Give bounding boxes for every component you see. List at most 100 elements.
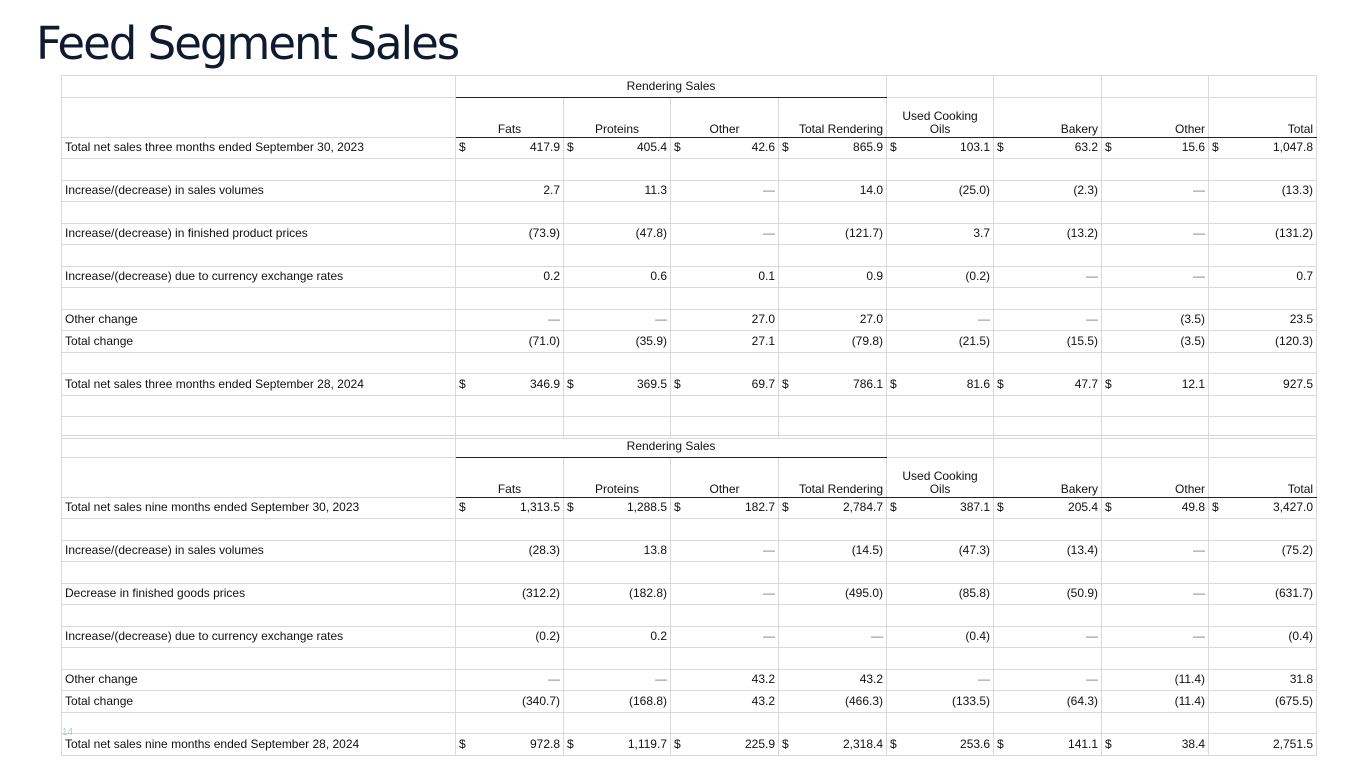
dollar-value: $253.6: [890, 737, 990, 751]
value-text: (133.5): [952, 693, 991, 708]
value-text: —: [1086, 312, 1099, 327]
value-text: —: [548, 312, 560, 327]
dollar-value: $103.1: [890, 141, 990, 154]
table-row: [61, 647, 1318, 670]
value-cell: [886, 604, 995, 627]
value-text: (3.5): [1180, 312, 1206, 327]
value-cell: —: [777, 625, 888, 648]
currency-symbol: $: [459, 736, 466, 751]
value-text: (14.5): [851, 543, 884, 558]
value-cell: —: [1101, 222, 1210, 245]
value-text: 81.6: [966, 376, 991, 391]
value-cell: [455, 351, 564, 374]
value-text: —: [655, 312, 667, 327]
value-cell: [777, 647, 888, 670]
value-cell: —: [670, 625, 779, 648]
value-cell: [1101, 201, 1210, 224]
currency-symbol: $: [1105, 376, 1112, 391]
value-cell: —: [455, 308, 564, 331]
column-header: Other: [1101, 96, 1210, 138]
value-cell: [777, 158, 888, 181]
dollar-value: $387.1: [890, 501, 990, 514]
value-cell: (11.4): [1101, 668, 1210, 691]
value-cell: [777, 394, 888, 417]
value-cell: [670, 201, 779, 224]
value-cell: [777, 561, 888, 584]
value-cell: (15.5): [993, 330, 1103, 353]
table-row: Total net sales nine months ended Septem…: [61, 496, 1318, 519]
value-cell: [886, 394, 995, 417]
value-text: 3.7: [973, 226, 991, 241]
value-cell: 43.2: [670, 690, 779, 713]
value-cell: $15.6: [1101, 136, 1210, 159]
empty-cell: [1101, 75, 1210, 98]
value-cell: 27.1: [670, 330, 779, 353]
value-cell: [670, 518, 779, 541]
value-cell: [993, 647, 1103, 670]
currency-symbol: $: [459, 140, 466, 155]
value-cell: —: [1101, 539, 1210, 562]
currency-symbol: $: [1105, 140, 1112, 155]
table-body: Rendering Sales Fats Proteins Other Total Re…: [61, 75, 1318, 439]
value-cell: (0.4): [1208, 625, 1318, 648]
value-text: (47.3): [958, 543, 991, 558]
value-text: (631.7): [1275, 586, 1314, 601]
value-cell: (85.8): [886, 582, 995, 605]
row-label: [61, 158, 456, 181]
value-text: 405.4: [636, 140, 667, 155]
currency-symbol: $: [782, 140, 789, 155]
value-cell: $182.7: [670, 496, 779, 519]
value-text: (11.4): [1174, 672, 1206, 687]
value-cell: [777, 244, 888, 267]
value-cell: [563, 287, 671, 310]
value-text: (64.3): [1066, 693, 1099, 708]
value-cell: $38.4: [1101, 733, 1210, 756]
value-text: (0.2): [535, 629, 560, 644]
value-cell: 0.2: [455, 265, 564, 288]
value-cell: [777, 287, 888, 310]
value-cell: (3.5): [1101, 330, 1210, 353]
value-text: 43.2: [859, 672, 884, 687]
value-cell: $1,047.8: [1208, 136, 1318, 159]
value-cell: [886, 351, 995, 374]
value-text: (13.2): [1066, 226, 1099, 241]
value-cell: (14.5): [777, 539, 888, 562]
value-cell: 0.2: [563, 625, 671, 648]
value-cell: —: [993, 668, 1103, 691]
column-header: Total: [1208, 456, 1318, 498]
value-cell: (47.8): [563, 222, 671, 245]
value-text: 182.7: [744, 500, 775, 515]
value-text: 31.8: [1289, 672, 1314, 687]
currency-symbol: $: [997, 736, 1004, 751]
value-text: 2.7: [543, 183, 560, 198]
value-cell: (312.2): [455, 582, 564, 605]
dollar-value: $49.8: [1105, 501, 1205, 514]
value-cell: (50.9): [993, 582, 1103, 605]
currency-symbol: $: [1105, 500, 1112, 515]
row-label: Increase/(decrease) due to currency exch…: [61, 265, 456, 288]
value-text: 3,427.0: [1273, 500, 1314, 515]
value-cell: [886, 244, 995, 267]
row-label: Other change: [61, 308, 456, 331]
value-text: (71.0): [528, 333, 560, 348]
value-cell: [1101, 394, 1210, 417]
value-cell: [670, 287, 779, 310]
value-cell: [455, 158, 564, 181]
value-cell: —: [670, 539, 779, 562]
value-cell: —: [563, 308, 671, 331]
value-cell: (182.8): [563, 582, 671, 605]
value-cell: [563, 561, 671, 584]
header-row-columns: Fats Proteins Other Total Rendering Used Coo…: [61, 96, 1318, 138]
value-text: 972.8: [529, 736, 560, 751]
currency-symbol: $: [674, 736, 681, 751]
table-row: Decrease in finished goods prices (312.2)…: [61, 582, 1318, 605]
value-cell: [563, 351, 671, 374]
header-row-group: Rendering Sales: [61, 435, 1318, 458]
value-text: 63.2: [1074, 140, 1099, 155]
value-text: —: [763, 629, 775, 644]
empty-cell: [886, 75, 995, 98]
value-text: —: [978, 312, 991, 327]
value-cell: [993, 561, 1103, 584]
table-row: [61, 518, 1318, 541]
value-text: (21.5): [958, 333, 991, 348]
